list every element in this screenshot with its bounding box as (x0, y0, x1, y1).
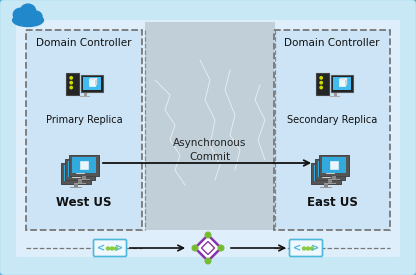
Text: Asynchronous: Asynchronous (173, 138, 247, 148)
Circle shape (192, 245, 198, 251)
Bar (322, 158, 346, 172)
Bar (74, 183, 78, 186)
FancyBboxPatch shape (16, 20, 400, 257)
Bar (326, 165, 334, 173)
Bar (332, 175, 336, 178)
Bar (66, 73, 79, 95)
Bar (328, 178, 340, 180)
FancyBboxPatch shape (274, 30, 390, 230)
Bar (324, 183, 328, 186)
Ellipse shape (12, 14, 43, 26)
FancyBboxPatch shape (94, 240, 126, 257)
Bar (61, 163, 91, 183)
FancyBboxPatch shape (26, 30, 142, 230)
Bar (78, 180, 82, 183)
Bar (68, 161, 92, 177)
Bar (322, 169, 330, 177)
Bar (72, 158, 96, 172)
Bar (72, 169, 80, 177)
Bar (324, 183, 336, 184)
Polygon shape (89, 78, 97, 80)
Circle shape (111, 247, 114, 250)
Bar (84, 93, 87, 96)
Circle shape (302, 247, 305, 250)
Bar (83, 77, 101, 90)
Bar (319, 155, 349, 175)
Bar (89, 80, 95, 86)
Text: Commit: Commit (189, 152, 230, 162)
Bar (330, 161, 338, 169)
Bar (339, 80, 345, 86)
Bar (69, 155, 99, 175)
Text: Primary Replica: Primary Replica (46, 115, 122, 125)
Circle shape (205, 232, 211, 238)
Circle shape (218, 245, 224, 251)
Text: >: > (115, 243, 123, 254)
Bar (330, 96, 340, 97)
Ellipse shape (20, 4, 36, 18)
Polygon shape (95, 78, 97, 86)
Text: <: < (97, 243, 105, 254)
Bar (80, 161, 88, 169)
Bar (65, 158, 95, 180)
Polygon shape (339, 78, 347, 80)
Circle shape (320, 77, 322, 79)
Bar (314, 166, 338, 181)
Bar (64, 166, 88, 181)
Circle shape (70, 86, 72, 89)
Bar (82, 175, 86, 178)
Bar (316, 73, 329, 95)
Text: East US: East US (307, 196, 357, 209)
Text: Secondary Replica: Secondary Replica (287, 115, 377, 125)
Circle shape (205, 258, 211, 264)
FancyBboxPatch shape (290, 240, 322, 257)
Circle shape (114, 247, 117, 250)
Polygon shape (195, 235, 221, 261)
Text: Domain Controller: Domain Controller (36, 38, 132, 48)
Bar (70, 186, 82, 188)
Circle shape (307, 247, 310, 250)
Text: <: < (293, 243, 301, 254)
Text: West US: West US (56, 196, 112, 209)
Bar (315, 158, 345, 180)
Circle shape (106, 247, 109, 250)
Polygon shape (201, 241, 215, 254)
Circle shape (320, 86, 322, 89)
Circle shape (310, 247, 314, 250)
Circle shape (320, 81, 322, 84)
Bar (320, 186, 332, 188)
Polygon shape (345, 78, 347, 86)
Bar (76, 165, 84, 173)
Circle shape (70, 77, 72, 79)
Bar (145, 22, 275, 230)
Bar (331, 75, 353, 92)
Bar (78, 178, 90, 180)
Bar (333, 77, 351, 90)
Bar (328, 180, 332, 183)
Bar (334, 93, 337, 96)
Bar (81, 75, 103, 92)
Bar (311, 163, 341, 183)
Text: >: > (311, 243, 319, 254)
Ellipse shape (13, 8, 27, 21)
Bar (318, 161, 342, 177)
Text: Domain Controller: Domain Controller (284, 38, 380, 48)
Bar (74, 183, 86, 184)
Ellipse shape (30, 11, 42, 22)
Bar (80, 96, 90, 97)
Circle shape (70, 81, 72, 84)
